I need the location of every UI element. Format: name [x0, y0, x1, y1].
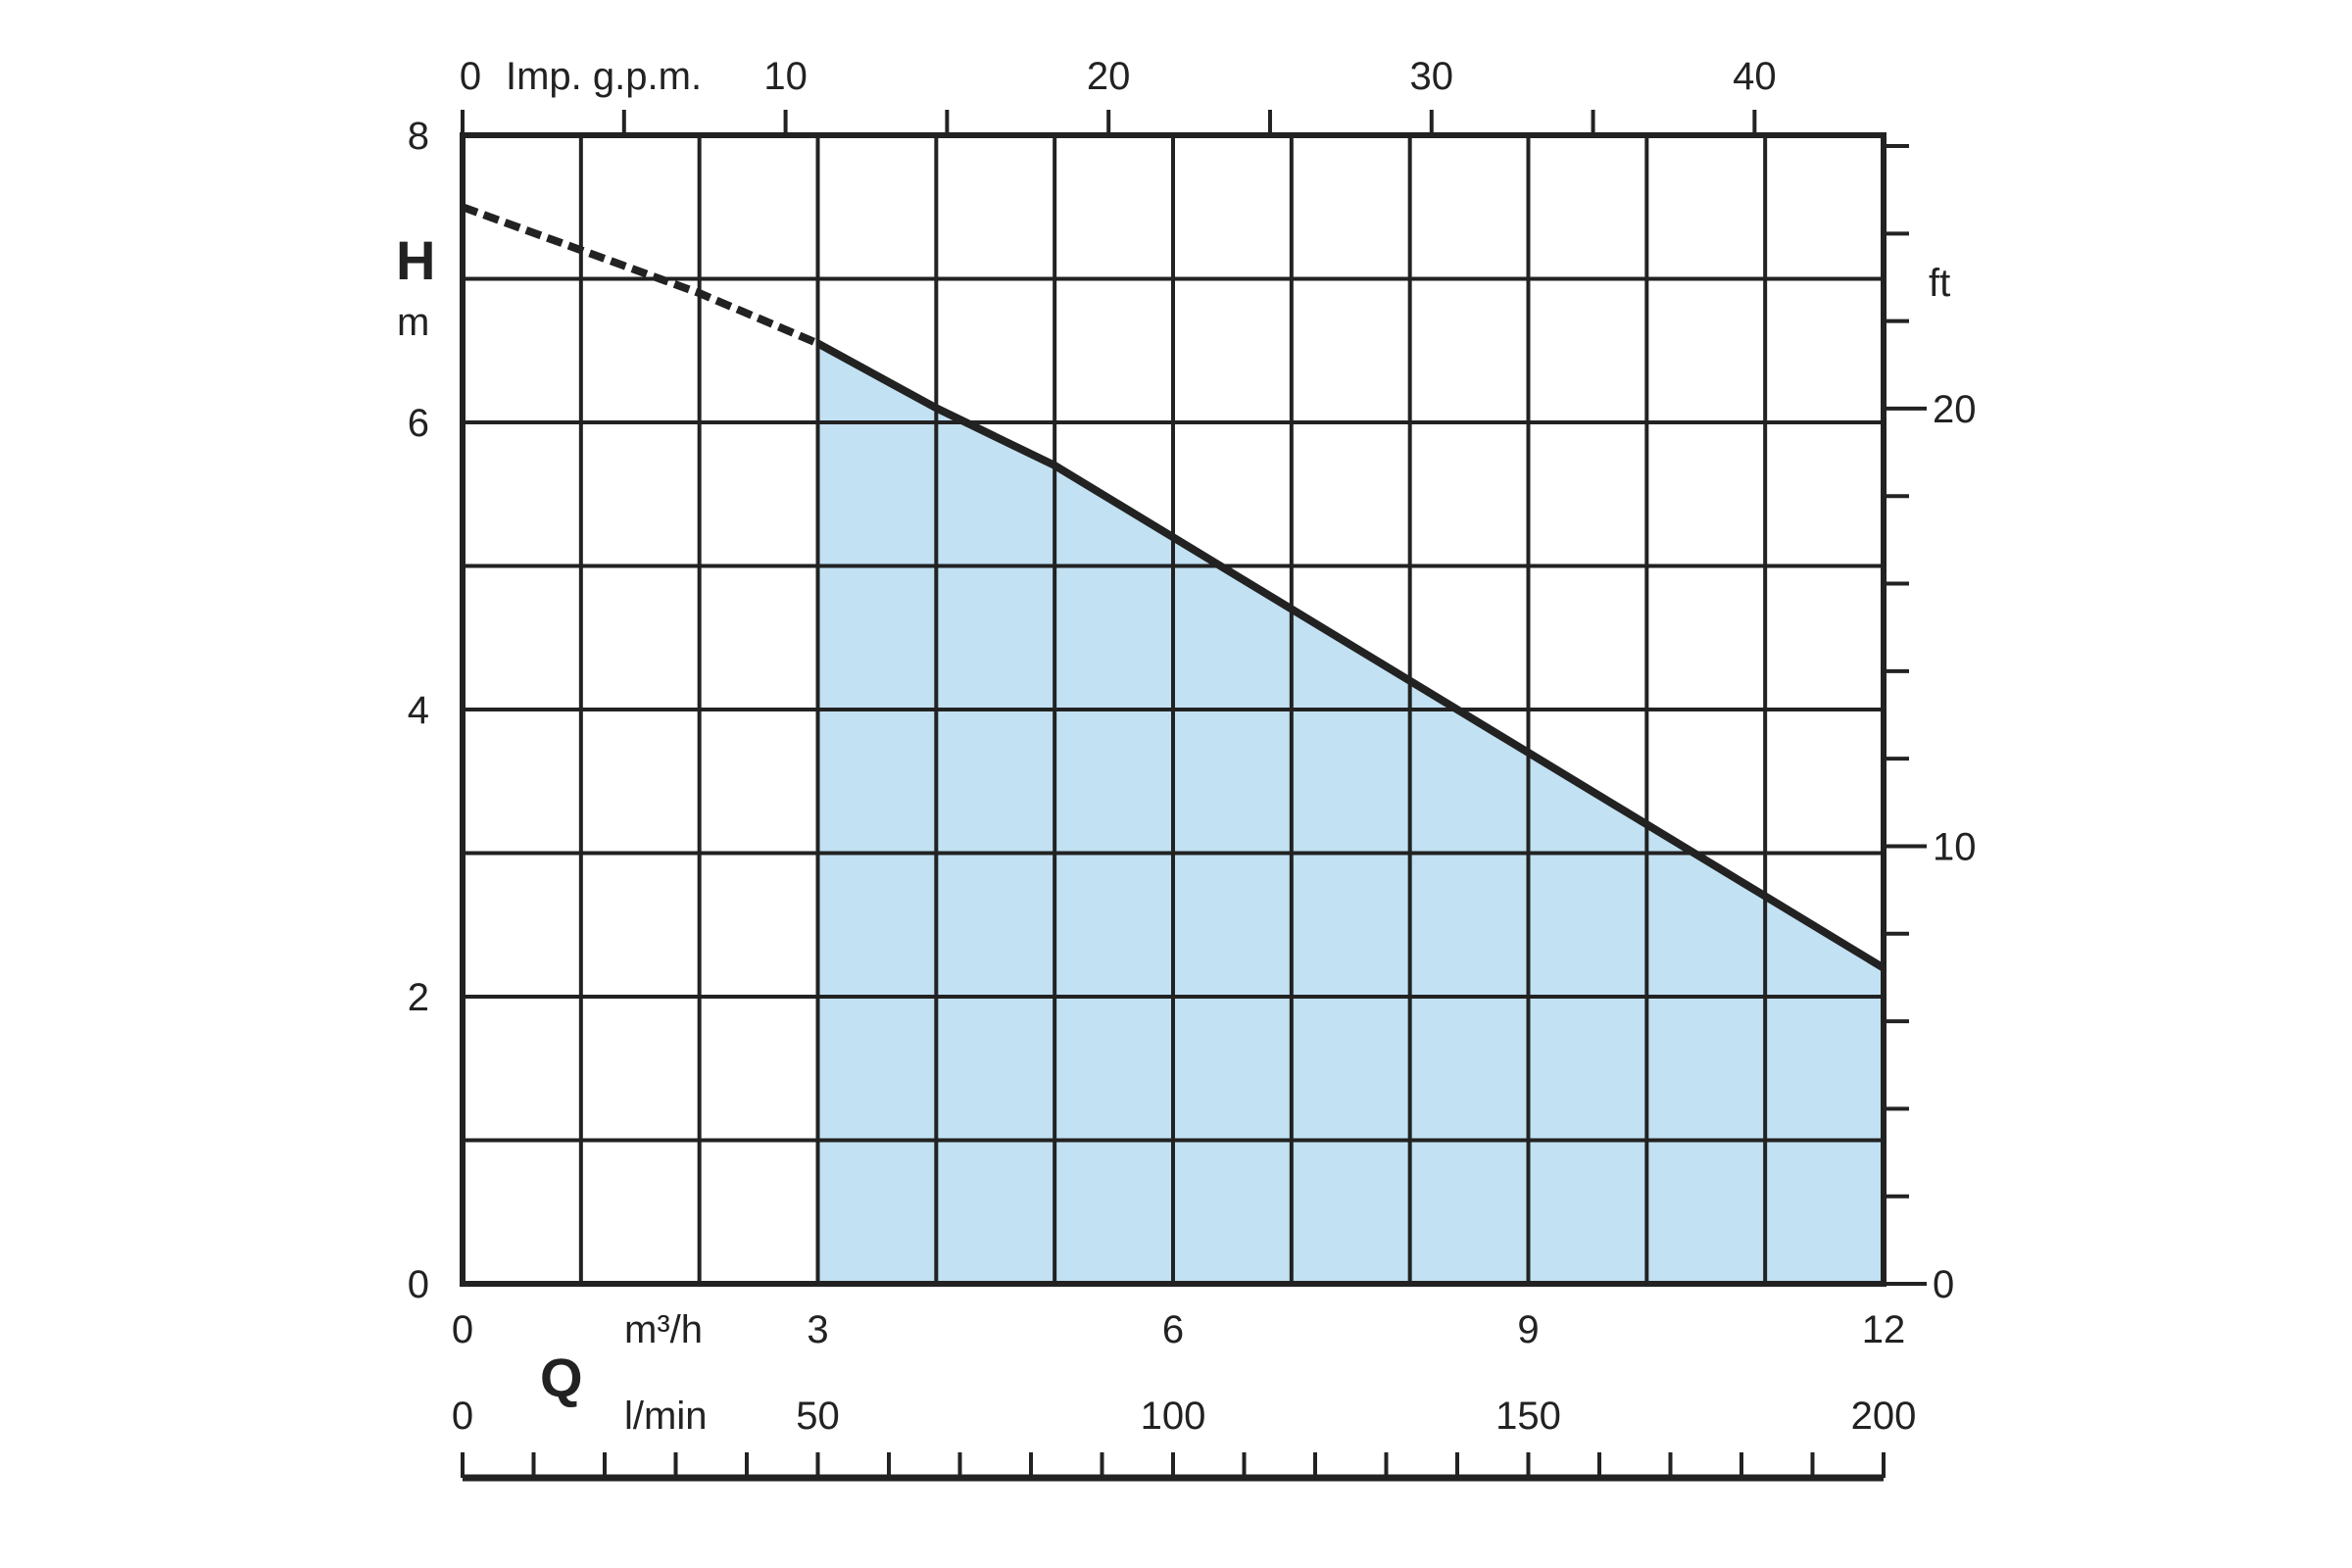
- axis-ticks-layer: [461, 110, 1927, 1482]
- feet-axis-unit: ft: [1929, 262, 1950, 305]
- m3h-tick-label: 6: [1162, 1308, 1184, 1351]
- head-tick-label: 0: [408, 1263, 429, 1306]
- lmin-tick-label: 50: [796, 1395, 840, 1438]
- head-tick-label: 4: [408, 689, 429, 732]
- head-axis-unit: m: [397, 301, 429, 344]
- operating-range-area-layer: [817, 343, 1884, 1284]
- feet-tick-label: 20: [1933, 388, 1977, 431]
- gpm-tick-label: 20: [1087, 55, 1131, 98]
- head-tick-label: 2: [408, 976, 429, 1019]
- curve-layer: [461, 203, 1886, 972]
- lmin-tick-label: 0: [452, 1395, 473, 1438]
- top-axis-zero-label: 0: [460, 55, 481, 98]
- curve-solid-segment: [815, 339, 1886, 972]
- feet-tick-label: 0: [1933, 1263, 1954, 1306]
- feet-tick-label: 10: [1933, 825, 1977, 868]
- lmin-axis-unit: l/min: [624, 1395, 707, 1438]
- lmin-tick-label: 100: [1141, 1395, 1206, 1438]
- gpm-tick-label: 40: [1733, 55, 1777, 98]
- m3h-tick-label: 12: [1862, 1308, 1906, 1351]
- gpm-tick-label: 10: [763, 55, 808, 98]
- labels-layer: H m ft 0 Imp. g.p.m. m³/h Q l/min 024680…: [396, 55, 1977, 1438]
- operating-range-area: [817, 343, 1884, 1284]
- head-tick-label: 6: [408, 402, 429, 445]
- head-tick-label: 8: [408, 115, 429, 158]
- curve-dashed-segment: [461, 203, 820, 348]
- lmin-tick-label: 200: [1851, 1395, 1917, 1438]
- flow-axis-letter: Q: [540, 1347, 583, 1408]
- m3h-tick-label: 9: [1517, 1308, 1539, 1351]
- top-axis-unit: Imp. g.p.m.: [506, 55, 702, 98]
- gpm-tick-label: 30: [1410, 55, 1454, 98]
- lmin-tick-label: 150: [1495, 1395, 1561, 1438]
- grid-layer: [460, 132, 1886, 1287]
- m3h-tick-label: 3: [807, 1308, 828, 1351]
- plot-frame: [460, 132, 1886, 1287]
- head-axis-letter: H: [396, 229, 435, 291]
- m3h-axis-unit: m³/h: [624, 1308, 703, 1351]
- m3h-tick-label: 0: [452, 1308, 473, 1351]
